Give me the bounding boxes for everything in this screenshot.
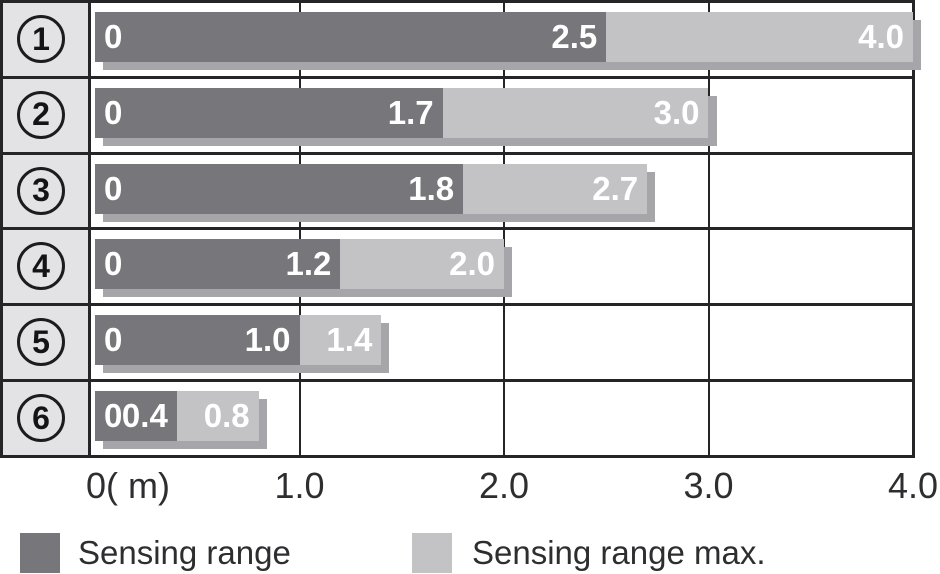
sensing-range-max-bar (340, 239, 504, 290)
circled-number-badge: 2 (17, 90, 65, 139)
circled-number-label: 5 (32, 323, 50, 360)
sensing-range-bar (95, 163, 464, 214)
x-axis-tick-1: 1.0 (274, 465, 325, 506)
legend-label-sensing-range: Sensing range (78, 534, 291, 571)
sensing-range-value: 1.7 (387, 93, 434, 131)
bar-start-label: 0 (104, 245, 123, 283)
bar-start-label: 0 (104, 93, 123, 131)
sensing-range-max-bar (442, 87, 709, 138)
row-border-1 (0, 75, 915, 79)
row-border-4 (0, 303, 915, 307)
sensing-range-value: 1.2 (285, 245, 332, 283)
x-axis-tick-4: 4.0 (887, 465, 939, 506)
legend-swatch-sensing-range-max (412, 533, 452, 573)
sensing-range-max-value: 2.0 (449, 245, 495, 283)
sensing-range-max-bar (299, 315, 382, 366)
bar-start-label: 0 (104, 18, 123, 55)
circled-number-label: 2 (32, 96, 50, 133)
sensing-range-max-value: 0.8 (203, 397, 250, 434)
sensing-range-max-bar (606, 12, 913, 62)
bar-start-label: 0 (104, 321, 123, 359)
row-border-6 (0, 454, 915, 458)
sensing-range-max-value: 1.4 (326, 321, 373, 359)
x-axis-tick-3: 3.0 (683, 465, 734, 506)
sensing-range-max-value: 4.0 (858, 18, 904, 55)
row-border-2 (0, 151, 915, 155)
row-border-5 (0, 379, 915, 382)
row-border-3 (0, 227, 915, 231)
x-axis-tick-0: 0( m) (86, 465, 170, 506)
circled-number-badge: 3 (17, 166, 65, 215)
sensing-range-bar (95, 87, 443, 138)
legend-swatch-sensing-range (20, 533, 60, 573)
circled-number-badge: 1 (17, 15, 65, 63)
circled-number-label: 3 (32, 172, 50, 209)
bar-start-label: 0 (104, 169, 123, 207)
circled-number-label: 6 (32, 399, 50, 436)
circled-number-label: 4 (32, 247, 50, 284)
row-border-0 (0, 0, 915, 3)
sensing-range-bar (95, 12, 607, 62)
circled-number-badge: 5 (17, 318, 65, 367)
bar-start-label: 0 (104, 397, 123, 434)
sensing-range-max-bar (463, 163, 648, 214)
sensing-range-value: 1.0 (244, 321, 291, 359)
sensing-range-bar (95, 315, 300, 366)
sensing-range-bar (95, 239, 341, 290)
circled-number-badge: 6 (17, 394, 65, 442)
sensing-range-max-value: 3.0 (653, 93, 700, 131)
circled-number-label: 1 (32, 20, 50, 57)
sensing-range-bar (95, 391, 177, 441)
sensing-range-max-bar (176, 391, 259, 441)
sensing-range-value: 2.5 (551, 18, 598, 55)
sensing-range-value: 0.4 (121, 397, 168, 434)
circled-number-badge: 4 (17, 242, 65, 291)
sensing-range-max-value: 2.7 (592, 169, 639, 207)
x-axis-tick-2: 2.0 (478, 465, 530, 506)
legend-label-sensing-range-max: Sensing range max. (472, 534, 766, 571)
sensing-range-value: 1.8 (408, 169, 455, 207)
